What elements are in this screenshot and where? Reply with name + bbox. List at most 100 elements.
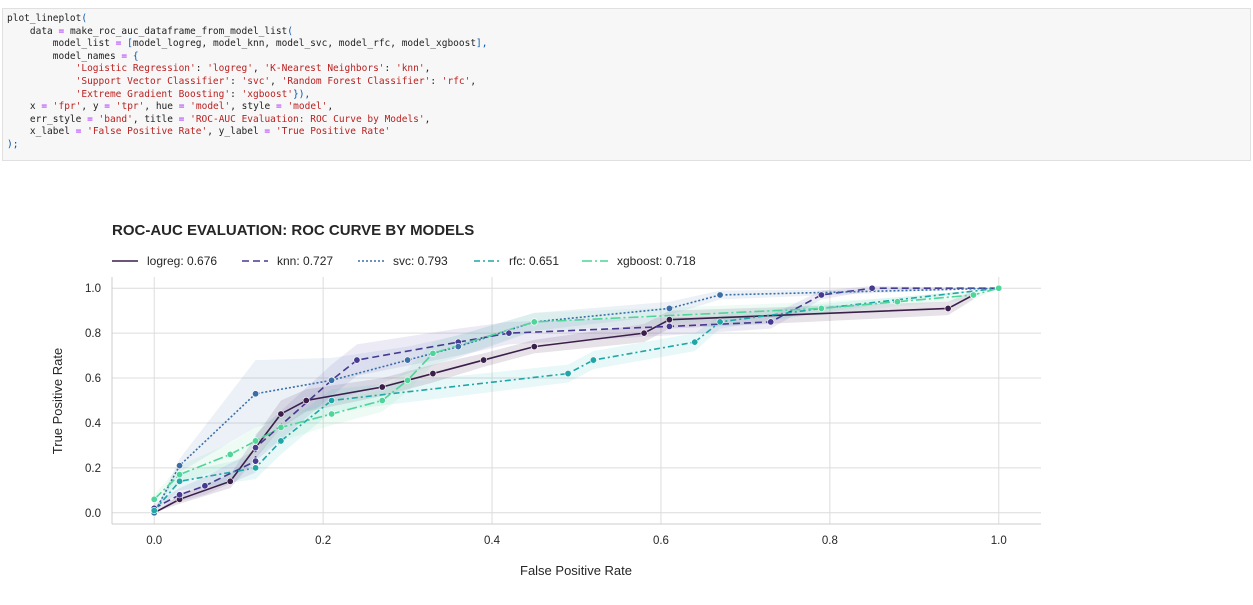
code-token: 'model' (287, 101, 328, 113)
code-token: x_label (7, 126, 76, 138)
code-token: 'Logistic Regression' (75, 63, 196, 75)
code-token: 'band' (98, 113, 133, 125)
code-token: = (104, 101, 111, 113)
point-svc (404, 356, 412, 364)
point-xgboost (995, 284, 1003, 292)
point-logreg (378, 383, 386, 391)
code-token: , (424, 63, 431, 75)
chart-legend: logreg: 0.676 knn: 0.727 svc: 0.793 rfc: 0.… (112, 254, 696, 268)
code-token: ], (476, 38, 488, 50)
code-line: model_names = { (7, 51, 1246, 64)
point-svc (454, 343, 462, 351)
point-rfc (150, 507, 158, 515)
chart-title: ROC-AUC EVALUATION: ROC CURVE BY MODELS (112, 222, 474, 239)
code-line: 'Support Vector Classifier': 'svc', 'Ran… (7, 76, 1246, 89)
code-token: = (75, 126, 82, 138)
point-rfc (328, 397, 336, 405)
point-knn (201, 482, 209, 490)
code-token: : (384, 63, 396, 75)
point-rfc (176, 477, 184, 485)
point-xgboost (530, 318, 538, 326)
point-knn (252, 444, 260, 452)
roc-chart: ROC-AUC EVALUATION: ROC CURVE BY MODELS … (50, 222, 1041, 578)
legend-label-logreg: logreg: 0.676 (147, 254, 217, 268)
code-token: x (7, 101, 42, 113)
code-token: model_list (7, 38, 116, 50)
point-logreg (640, 329, 648, 337)
point-xgboost (893, 298, 901, 306)
code-token: , (327, 101, 334, 113)
code-token: ); (7, 138, 19, 150)
code-token: model_logreg, model_knn, model_svc, mode… (132, 38, 477, 50)
point-svc (252, 390, 260, 398)
point-knn (817, 291, 825, 299)
code-token: 'Extreme Gradient Boosting' (75, 88, 231, 100)
code-token: 'knn' (395, 63, 425, 75)
code-line: x_label = 'False Positive Rate', y_label… (7, 126, 1246, 139)
point-knn (868, 284, 876, 292)
point-knn (767, 318, 775, 326)
code-token: 'model' (190, 101, 231, 113)
point-knn (252, 457, 260, 465)
legend-label-rfc: rfc: 0.651 (509, 254, 559, 268)
code-block[interactable]: plot_lineplot( data = make_roc_auc_dataf… (3, 9, 1250, 156)
point-rfc (691, 338, 699, 346)
code-token: 'fpr' (52, 101, 82, 113)
y-tick-label: 0.4 (85, 418, 102, 430)
point-logreg (665, 316, 673, 324)
code-token: 'Support Vector Classifier' (75, 75, 231, 87)
code-token: err_style (7, 113, 88, 125)
point-xgboost (378, 397, 386, 405)
code-token: 'tpr' (115, 101, 145, 113)
line-knn (153, 287, 999, 509)
y-tick-label: 1.0 (85, 283, 101, 295)
code-token (7, 89, 76, 100)
code-line: ); (7, 139, 1246, 152)
point-svc (176, 462, 184, 470)
code-token: : (195, 63, 208, 75)
code-token: : (430, 75, 442, 87)
code-token: ( (287, 25, 294, 37)
y-tick-label: 0.2 (85, 463, 101, 475)
point-logreg (944, 304, 952, 312)
code-token: [ (127, 38, 133, 50)
code-token: 'K-Nearest Neighbors' (264, 63, 385, 75)
code-token: 'logreg' (207, 63, 253, 75)
x-tick-label: 0.8 (822, 535, 838, 547)
code-token: = (264, 126, 271, 138)
y-axis-label: True Positive Rate (50, 348, 65, 454)
point-xgboost (150, 495, 158, 503)
code-token: model_names (7, 50, 122, 62)
code-token: = (275, 101, 282, 113)
chart-grid (111, 277, 1041, 525)
code-token: make_roc_auc_dataframe_from_model_list (64, 25, 288, 37)
legend-label-xgboost: xgboost: 0.718 (617, 254, 696, 268)
code-token: ( (81, 13, 88, 24)
band-logreg (154, 290, 974, 513)
band-svc (154, 288, 999, 513)
code-token: = (41, 101, 48, 113)
point-xgboost (969, 291, 977, 299)
point-xgboost (817, 304, 825, 312)
x-tick-label: 1.0 (991, 535, 1007, 547)
code-token (7, 76, 76, 87)
point-logreg (277, 410, 285, 418)
x-axis-label: False Positive Rate (520, 563, 632, 578)
code-line: data = make_roc_auc_dataframe_from_model… (7, 26, 1246, 39)
code-token: data (7, 25, 59, 37)
code-token: 'Random Forest Classifier' (281, 75, 431, 87)
code-token: , style (230, 101, 276, 113)
point-knn (353, 356, 361, 364)
code-token: , (252, 63, 265, 75)
code-token: , (424, 113, 431, 125)
code-token (7, 63, 76, 74)
code-token: = (178, 101, 185, 113)
x-tick-label: 0.4 (484, 535, 501, 547)
series-points (150, 284, 1003, 517)
code-token: 'ROC-AUC Evaluation: ROC Curve by Models… (190, 113, 425, 125)
point-rfc (277, 437, 285, 445)
code-token: 'True Positive Rate' (275, 126, 391, 138)
line-rfc (153, 287, 999, 512)
code-line: plot_lineplot( (7, 13, 1246, 26)
code-cell[interactable]: plot_lineplot( data = make_roc_auc_dataf… (2, 8, 1251, 161)
